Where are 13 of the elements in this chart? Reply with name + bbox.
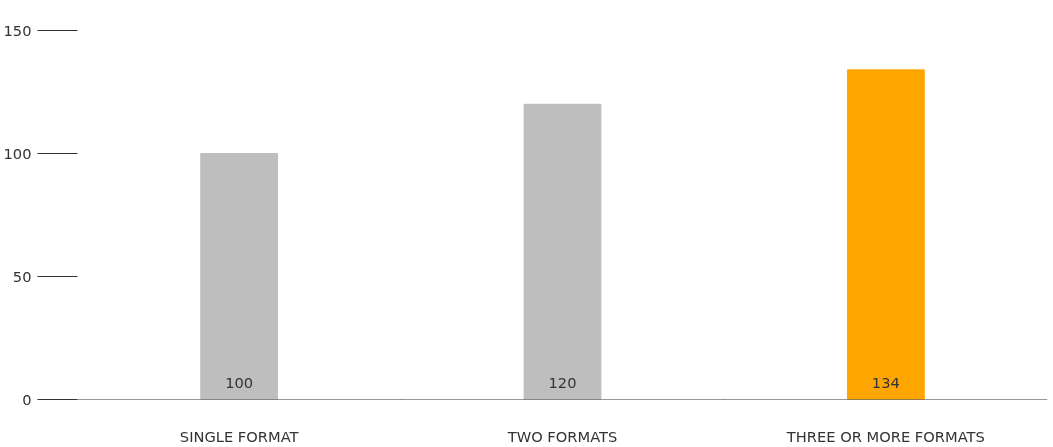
y-tick-label: 100 <box>3 144 32 162</box>
data-label: 120 <box>548 373 577 391</box>
bar <box>200 153 279 400</box>
y-tick-label: 150 <box>3 21 32 39</box>
x-tick-label: SINGLE FORMAT <box>179 427 299 445</box>
bar <box>846 69 925 400</box>
y-tick-label: 50 <box>12 267 32 285</box>
x-tick-label: TWO FORMATS <box>506 427 618 445</box>
data-label: 134 <box>871 373 900 391</box>
x-tick-label: THREE OR MORE FORMATS <box>785 427 985 445</box>
data-label: 100 <box>225 373 254 391</box>
y-tick-label: 0 <box>22 390 32 408</box>
bar <box>523 103 602 400</box>
